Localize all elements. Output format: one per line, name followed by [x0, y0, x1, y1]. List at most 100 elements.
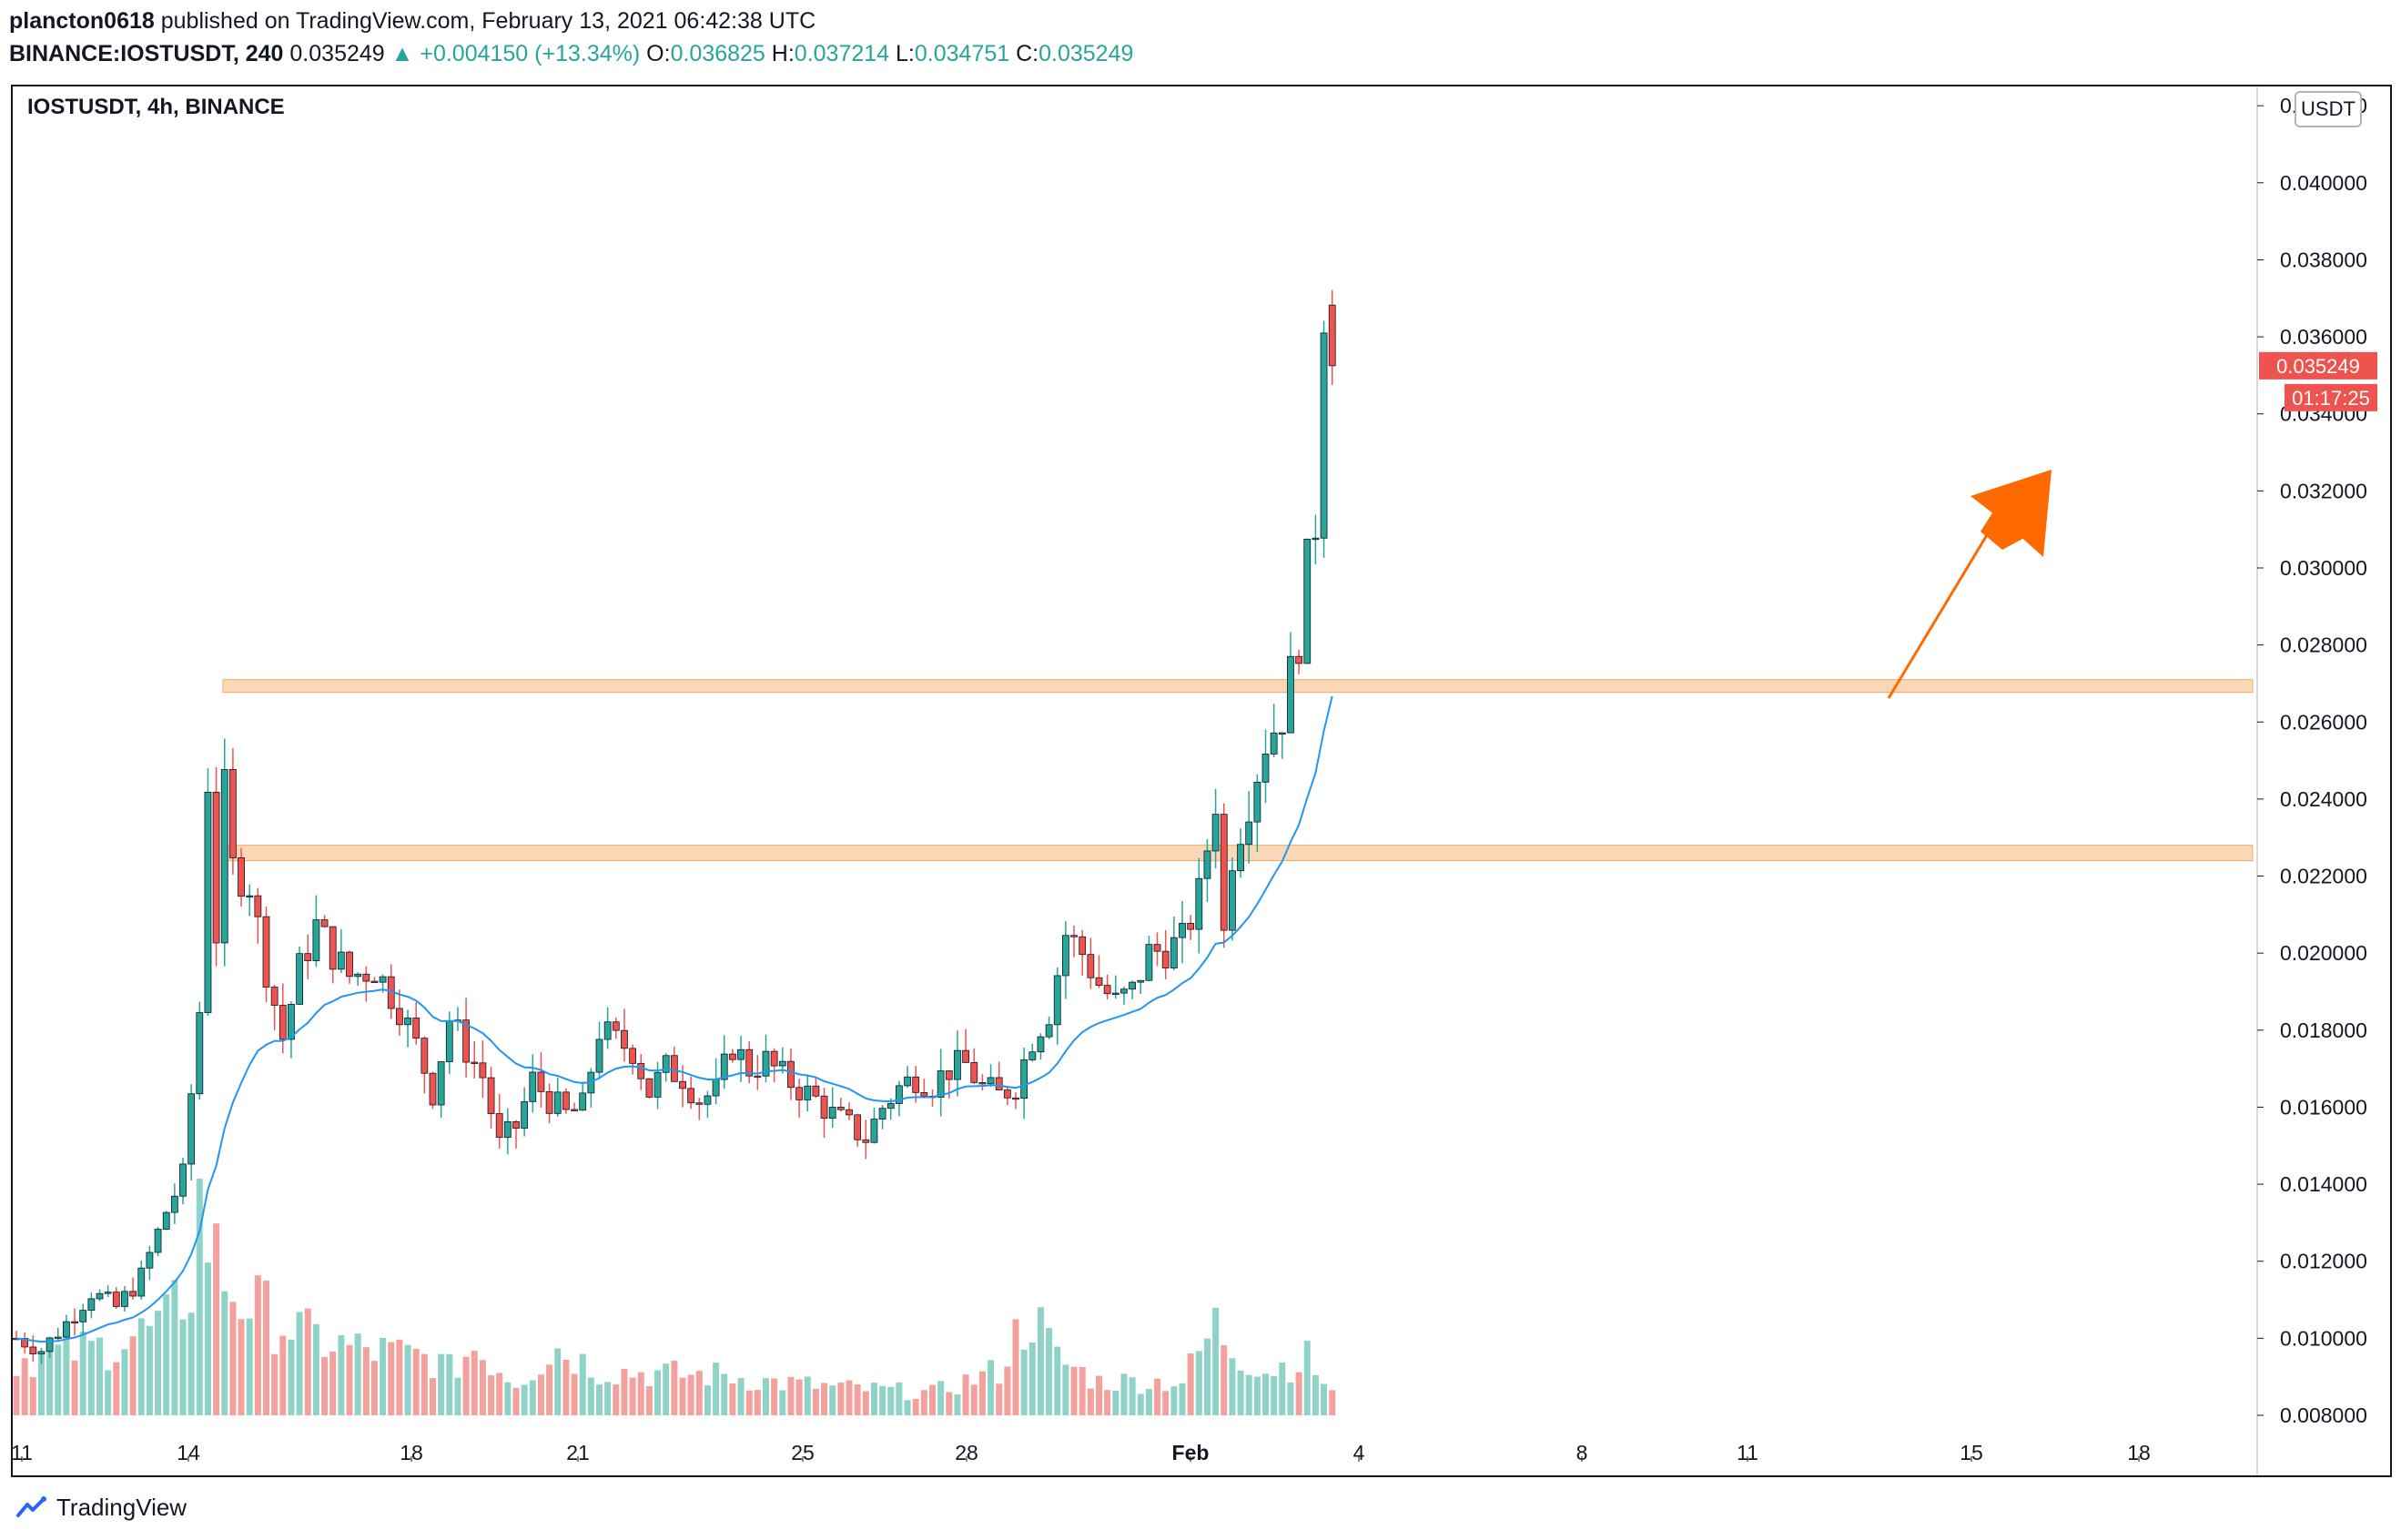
volume-bar: [1028, 1342, 1036, 1415]
volume-bar: [704, 1385, 711, 1415]
volume-bar: [695, 1371, 703, 1415]
candle-body: [1120, 988, 1128, 994]
y-tick-label: 0.040000: [2280, 171, 2367, 195]
open-label: O:: [646, 41, 671, 66]
publisher-name[interactable]: plancton0618: [9, 8, 155, 34]
volume-bar: [1004, 1366, 1011, 1415]
volume-bar: [954, 1394, 961, 1415]
candle-body: [670, 1055, 678, 1082]
candle-body: [296, 953, 304, 1005]
candle-body: [495, 1113, 503, 1139]
volume-bar: [1054, 1346, 1061, 1415]
candle-body: [179, 1163, 187, 1197]
candle-body: [1070, 935, 1078, 937]
candle-body: [246, 895, 254, 898]
candle-body: [346, 951, 353, 978]
volume-bar: [488, 1375, 495, 1415]
currency-unit-button[interactable]: USDT: [2295, 91, 2362, 127]
candle-body: [1278, 732, 1286, 735]
footer-brand[interactable]: TradingView: [16, 1489, 187, 1525]
x-tick-label: 25: [791, 1441, 815, 1464]
volume-bar: [571, 1373, 578, 1415]
volume-bar: [1104, 1390, 1111, 1415]
candle-body: [704, 1095, 712, 1105]
volume-bar: [446, 1353, 453, 1415]
volume-bar: [354, 1333, 361, 1415]
volume-bar: [912, 1398, 919, 1415]
volume-bar: [579, 1353, 586, 1415]
volume-bar: [821, 1383, 828, 1415]
candle-body: [1129, 981, 1136, 990]
candle-body: [629, 1048, 636, 1064]
volume-bar: [812, 1388, 819, 1415]
candle-body: [1003, 1089, 1011, 1099]
volume-bar: [613, 1384, 620, 1415]
volume-bar: [604, 1382, 612, 1415]
moving-average-line: [15, 695, 1333, 1343]
candle-body: [687, 1088, 695, 1104]
x-tick-label: 14: [177, 1441, 200, 1464]
volume-bar: [754, 1390, 761, 1415]
candle-body: [54, 1336, 62, 1339]
volume-bar: [329, 1351, 337, 1415]
volume-bar: [1096, 1375, 1102, 1415]
volume-bar: [996, 1383, 1003, 1415]
y-tick-label: 0.038000: [2280, 248, 2367, 271]
volume-bar: [412, 1348, 420, 1415]
volume-bar: [137, 1318, 145, 1415]
price-change: +0.004150 (+13.34%): [420, 41, 641, 66]
candle-body: [379, 976, 387, 983]
y-tick-label: 0.032000: [2280, 479, 2367, 502]
volume-bar: [55, 1344, 62, 1415]
volume-bar: [729, 1383, 736, 1415]
candle-body: [87, 1298, 96, 1312]
candle-body: [954, 1049, 961, 1080]
candle-body: [878, 1108, 886, 1120]
volume-bar: [1321, 1383, 1328, 1415]
candle-body: [1153, 944, 1161, 952]
candle-body: [445, 1020, 453, 1062]
candle-body: [1261, 754, 1270, 783]
footer-brand-name: TradingView: [56, 1493, 187, 1521]
volume-bar: [362, 1347, 370, 1415]
volume-bar: [163, 1294, 170, 1415]
x-tick-label: 21: [566, 1441, 590, 1464]
volume-bar: [1020, 1349, 1028, 1415]
candle-body: [754, 1075, 762, 1079]
candle-body: [1087, 954, 1095, 978]
candle-body: [1245, 821, 1253, 846]
volume-bar: [404, 1344, 411, 1415]
candle-body: [212, 791, 220, 944]
candle-body: [1229, 870, 1236, 931]
candle-body: [487, 1077, 495, 1114]
candle-body: [579, 1092, 587, 1111]
last-price-tag-label: 0.035249: [2276, 355, 2360, 378]
volume-bar: [79, 1332, 86, 1415]
volume-bar: [155, 1311, 162, 1415]
candle-body: [1312, 537, 1320, 541]
volume-bar: [937, 1381, 945, 1415]
volume-bar: [1237, 1370, 1244, 1415]
candle-body: [720, 1053, 728, 1080]
volume-bar: [637, 1372, 644, 1415]
y-tick-label: 0.022000: [2280, 865, 2367, 888]
volume-bar: [388, 1342, 395, 1415]
candle-body: [529, 1071, 537, 1102]
volume-bar: [1070, 1366, 1078, 1415]
volume-bar: [1037, 1307, 1044, 1415]
volume-bar: [1195, 1351, 1202, 1415]
volume-bar: [879, 1385, 886, 1415]
volume-bar: [962, 1374, 969, 1415]
candle-body: [312, 919, 320, 961]
candle-body: [836, 1107, 845, 1110]
last-price-tag: [2259, 351, 2377, 380]
candle-body: [162, 1211, 170, 1230]
low-value: 0.034751: [914, 41, 1010, 66]
candle-body: [71, 1321, 78, 1324]
candle-body: [653, 1071, 662, 1098]
volume-bar: [896, 1382, 903, 1415]
trend-arrow-icon: [1970, 470, 2051, 557]
volume-bar: [454, 1377, 461, 1415]
volume-bar: [87, 1341, 95, 1415]
